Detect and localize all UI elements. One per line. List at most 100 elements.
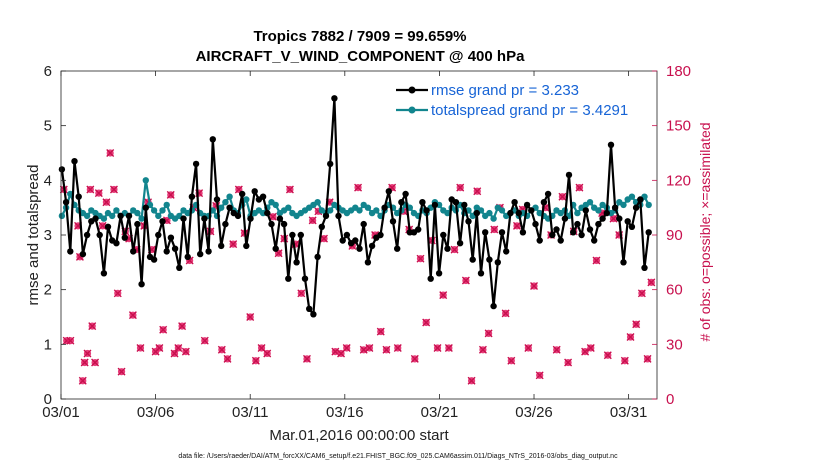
obs-marker-cross	[78, 376, 87, 385]
totalspread-point	[58, 212, 66, 220]
rmse-point	[423, 207, 430, 214]
obs-marker-cross	[552, 345, 561, 354]
obs-marker-cross	[535, 371, 544, 380]
rmse-point	[205, 248, 212, 255]
legend-rmse-label: rmse grand pr = 3.233	[431, 82, 579, 99]
obs-assimilated-marker	[113, 289, 122, 298]
totalspread-point	[142, 177, 149, 184]
rmse-point	[498, 229, 506, 236]
rmse-point	[171, 245, 179, 252]
obs-marker-cross	[166, 190, 175, 199]
obs-assimilated-marker	[444, 343, 453, 352]
rmse-point	[272, 245, 279, 252]
rmse-point	[444, 245, 451, 252]
obs-assimilated-marker	[586, 343, 595, 352]
rmse-point	[322, 212, 330, 220]
rmse-point	[381, 204, 388, 211]
rmse-point	[301, 275, 309, 282]
rmse-point	[628, 223, 636, 230]
rmse-point	[611, 204, 619, 211]
obs-marker-cross	[102, 198, 111, 207]
rmse-point	[104, 223, 112, 230]
rmse-point	[469, 256, 476, 263]
obs-assimilated-marker	[501, 309, 510, 318]
rmse-point	[532, 220, 539, 228]
rmse-point	[536, 237, 543, 244]
rmse-point	[75, 193, 82, 200]
obs-assimilated-marker	[575, 183, 584, 192]
obs-marker-cross	[393, 343, 402, 352]
rmse-point	[100, 270, 108, 277]
obs-marker-cross	[113, 289, 122, 298]
y-left-tick-label: 2	[44, 282, 52, 299]
totalspread-point	[314, 199, 321, 206]
obs-assimilated-marker	[229, 240, 238, 249]
rmse-point	[427, 275, 434, 282]
rmse-point	[226, 204, 233, 211]
obs-marker-cross	[575, 183, 584, 192]
rmse-point	[586, 226, 594, 233]
rmse-point	[402, 190, 409, 198]
rmse-point	[431, 201, 439, 209]
rmse-point	[259, 193, 267, 200]
rmse-point	[268, 220, 275, 228]
rmse-point	[637, 196, 644, 203]
totalspread-point	[364, 204, 372, 211]
obs-marker-cross	[181, 347, 190, 356]
obs-marker-cross	[159, 325, 168, 334]
obs-assimilated-marker	[422, 318, 431, 327]
rmse-point	[138, 281, 145, 288]
rmse-point	[197, 250, 204, 258]
obs-assimilated-marker	[297, 289, 306, 298]
chart-title-line2: AIRCRAFT_V_WIND_COMPONENT @ 400 hPa	[196, 48, 526, 65]
obs-assimilated-marker	[86, 185, 95, 194]
totalspread-point	[586, 199, 594, 206]
x-axis-label: Mar.01,2016 00:00:00 start	[269, 427, 449, 444]
rmse-point	[591, 237, 598, 244]
obs-assimilated-marker	[178, 322, 187, 331]
obs-assimilated-marker	[83, 349, 92, 358]
obs-assimilated-marker	[467, 376, 476, 385]
obs-marker-cross	[297, 289, 306, 298]
obs-assimilated-marker	[490, 225, 499, 234]
rmse-point	[201, 215, 208, 222]
rmse-point	[247, 215, 254, 222]
totalspread-point	[159, 207, 166, 214]
rmse-point	[360, 220, 367, 228]
obs-assimilated-marker	[637, 289, 646, 298]
obs-assimilated-marker	[91, 358, 100, 367]
totalspread-point	[645, 201, 652, 209]
obs-marker-cross	[524, 343, 533, 352]
obs-marker-cross	[206, 227, 215, 236]
obs-marker-cross	[433, 343, 442, 352]
obs-marker-cross	[174, 343, 183, 352]
y-axis-right-label: # of obs: o=possible; ×=assimilated	[697, 122, 713, 341]
rmse-point	[523, 201, 531, 209]
obs-marker-cross	[444, 343, 453, 352]
footer-data-file: data file: /Users/raeder/DAI/ATM_forcXX/…	[178, 453, 618, 460]
obs-assimilated-marker	[433, 343, 442, 352]
totalspread-point	[574, 209, 581, 217]
rmse-point	[368, 242, 376, 250]
rmse-point	[339, 237, 346, 244]
obs-assimilated-marker	[439, 291, 448, 300]
obs-assimilated-marker	[564, 358, 573, 367]
legend-rmse-marker	[408, 86, 416, 94]
totalspread-point	[272, 201, 279, 209]
y-right-tick-label: 0	[666, 391, 674, 408]
obs-marker-cross	[217, 345, 226, 354]
obs-assimilated-marker	[181, 347, 190, 356]
obs-marker-cross	[229, 240, 238, 249]
totalspread-point	[83, 212, 91, 220]
obs-marker-cross	[94, 189, 103, 198]
rmse-point	[620, 259, 627, 266]
y-right-tick-label: 30	[666, 336, 683, 353]
y-left-tick-label: 5	[44, 118, 52, 135]
rmse-point	[67, 248, 74, 255]
rmse-point	[192, 160, 200, 168]
data-layer	[58, 95, 656, 385]
obs-marker-cross	[98, 221, 107, 230]
rmse-point	[62, 199, 70, 206]
rmse-point	[419, 199, 426, 206]
obs-assimilated-marker	[592, 256, 601, 265]
